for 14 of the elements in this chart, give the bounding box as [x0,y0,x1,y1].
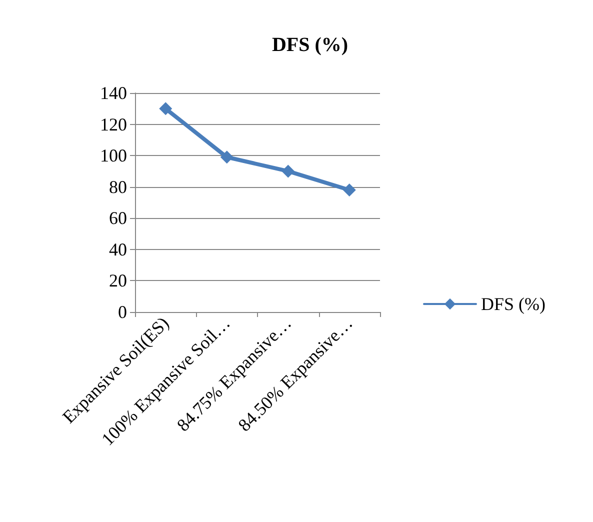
point [220,150,234,164]
point [342,183,356,196]
y-tick-label: 40 [109,239,127,260]
y-tick-label: 120 [100,114,127,134]
y-tick-label: 140 [100,83,127,103]
y-tick-label: 20 [109,270,127,291]
chart-title: DFS (%) [272,34,348,56]
y-tick-label: 0 [118,302,127,322]
point [159,102,172,116]
point [282,164,295,178]
y-tick-label: 80 [109,176,127,197]
legend-label: DFS (%) [481,294,546,314]
y-tick-label: 60 [109,208,127,228]
y-tick-label: 100 [100,146,127,166]
